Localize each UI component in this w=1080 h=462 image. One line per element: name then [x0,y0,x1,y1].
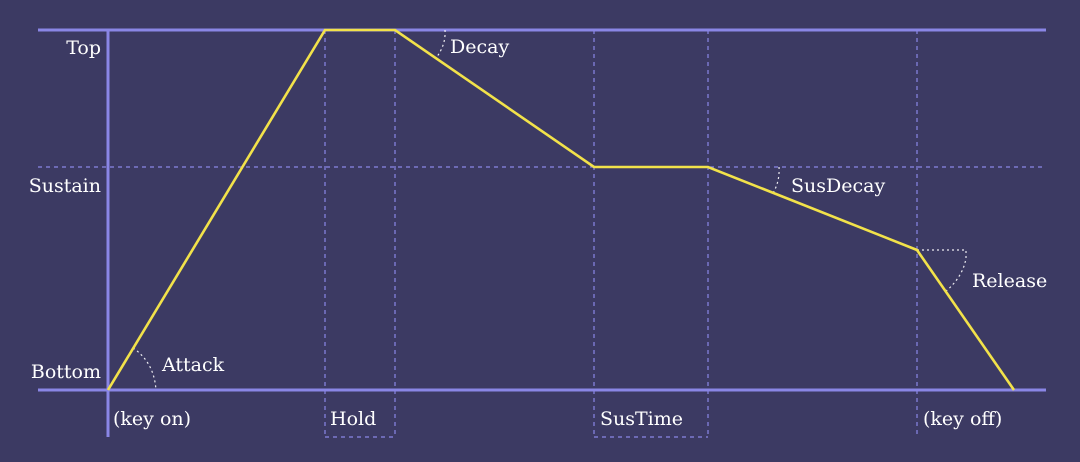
axes [38,28,1046,437]
susdecay-angle-arc [771,166,780,196]
attack-label: Attack [161,354,225,376]
release-angle-arc [917,249,967,293]
bottom-level-label: Bottom [31,361,101,383]
decay-label: Decay [450,36,509,58]
key-off-label: (key off) [923,408,1002,430]
key-on-label: (key on) [113,408,191,430]
sustime-label: SusTime [600,408,683,430]
hold-label: Hold [330,408,376,430]
susdecay-label: SusDecay [791,175,885,197]
release-label: Release [972,270,1047,292]
angle-arcs [132,29,967,391]
top-level-label: Top [66,37,101,59]
sustain-level-label: Sustain [29,175,101,197]
decay-angle-arc [435,29,446,59]
attack-angle-arc [132,347,157,391]
envelope-curve [106,28,1016,391]
guide-lines [38,30,1046,438]
